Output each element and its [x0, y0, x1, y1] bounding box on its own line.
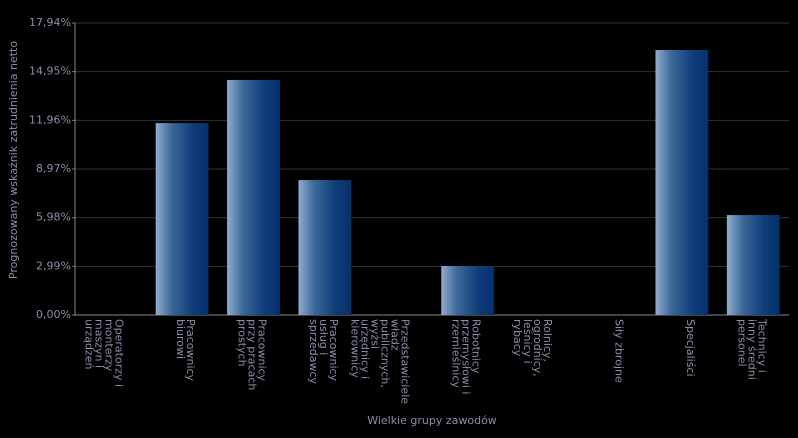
- bar: [726, 215, 780, 315]
- x-tick-label: Technicy i inny średni personel: [735, 319, 769, 380]
- x-tick-label: Pracownicy przy pracach prostych: [235, 319, 269, 391]
- x-tick-label: Rolnicy, ogrodnicy, leśnicy i rybacy: [511, 319, 555, 377]
- bar: [655, 50, 709, 315]
- bar: [155, 123, 209, 315]
- bar: [441, 266, 495, 315]
- y-axis-title: Prognozowany wskaźnik zatrudnienia netto: [7, 41, 20, 279]
- y-tick-label: 14,95%: [29, 65, 71, 78]
- y-tick-label: 17,94%: [29, 16, 71, 29]
- bar: [298, 180, 352, 315]
- x-tick-label: Operatorzy i monterzy maszyn i urządzeń: [82, 319, 126, 388]
- x-tick-label: Specjaliści: [683, 319, 697, 377]
- y-tick-label: 2,99%: [36, 259, 71, 272]
- x-axis-title: Wielkie grupy zawodów: [367, 414, 497, 427]
- y-tick-label: 0,00%: [36, 308, 71, 321]
- bar: [227, 79, 280, 315]
- x-tick-label: Pracownicy biurowi: [174, 319, 198, 382]
- x-tick-label: Siły zbrojne: [612, 319, 626, 383]
- x-tick-label: Przedstawiciele władz publicznych, wyżsi…: [348, 319, 412, 405]
- x-tick-label: Pracownicy usług i sprzedawcy: [306, 319, 340, 385]
- y-tick-label: 5,98%: [36, 211, 71, 224]
- y-tick-label: 11,96%: [29, 113, 71, 126]
- y-tick-label: 8,97%: [36, 162, 71, 175]
- x-tick-label: Robotnicy przemysłowi i rzemieślnicy: [449, 319, 483, 395]
